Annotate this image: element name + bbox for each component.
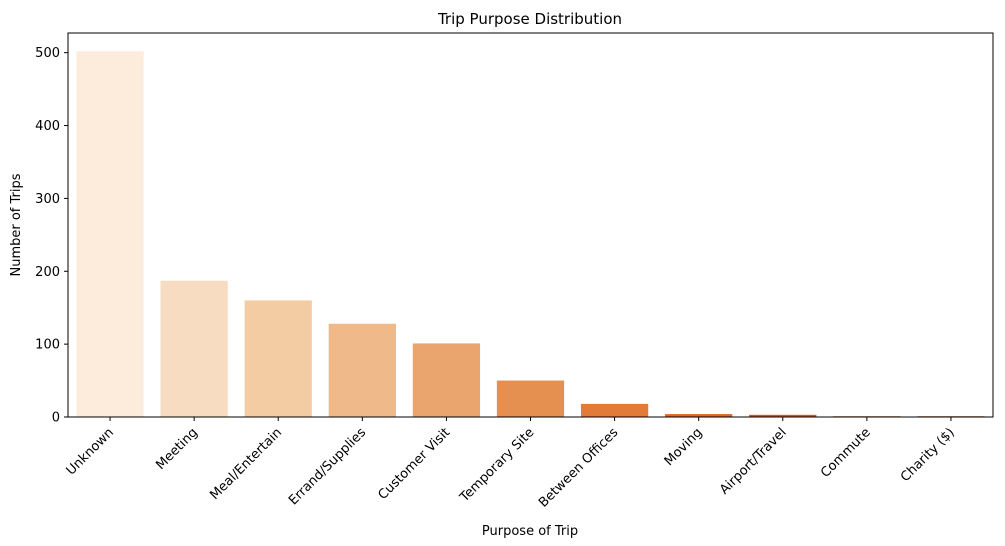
bar-moving [665,414,733,417]
bar-airport-travel [749,414,817,417]
bar-errand-supplies [328,323,396,417]
y-tick-label: 200 [35,265,60,280]
y-axis-label: Number of Trips [9,173,24,276]
y-tick-label: 300 [35,192,60,207]
y-axis: 0 100 200 300 400 500 [35,46,68,426]
x-tick-label: Airport/Travel [717,425,790,498]
bars [76,51,985,418]
x-axis: Unknown Meeting Meal/Entertain Errand/Suppl… [64,417,958,511]
bar-customer-visit [412,343,481,417]
x-tick-label: Unknown [64,425,117,478]
chart-title: Trip Purpose Distribution [437,10,622,28]
x-axis-label: Purpose of Trip [482,524,578,539]
x-tick-label: Meal/Entertain [207,425,285,503]
bar-between-offices [580,403,649,417]
y-tick-label: 0 [52,411,60,426]
x-tick-label: Commute [818,425,874,481]
x-tick-label: Customer Visit [375,425,453,503]
bar-meal-entertain [244,300,312,417]
x-tick-label: Meeting [153,425,201,473]
plot-frame [67,32,994,418]
bar-unknown [76,51,144,418]
x-tick-label: Temporary Site [457,425,538,506]
x-tick-label: Errand/Supplies [286,425,369,508]
y-tick-label: 400 [35,119,60,134]
y-tick-label: 100 [35,338,60,353]
bar-meeting [160,280,228,417]
y-tick-label: 500 [35,46,60,61]
x-tick-label: Moving [662,425,706,469]
x-tick-label: Between Offices [536,425,622,511]
bar-temporary-site [496,380,565,417]
x-tick-label: Charity ($) [898,425,958,485]
